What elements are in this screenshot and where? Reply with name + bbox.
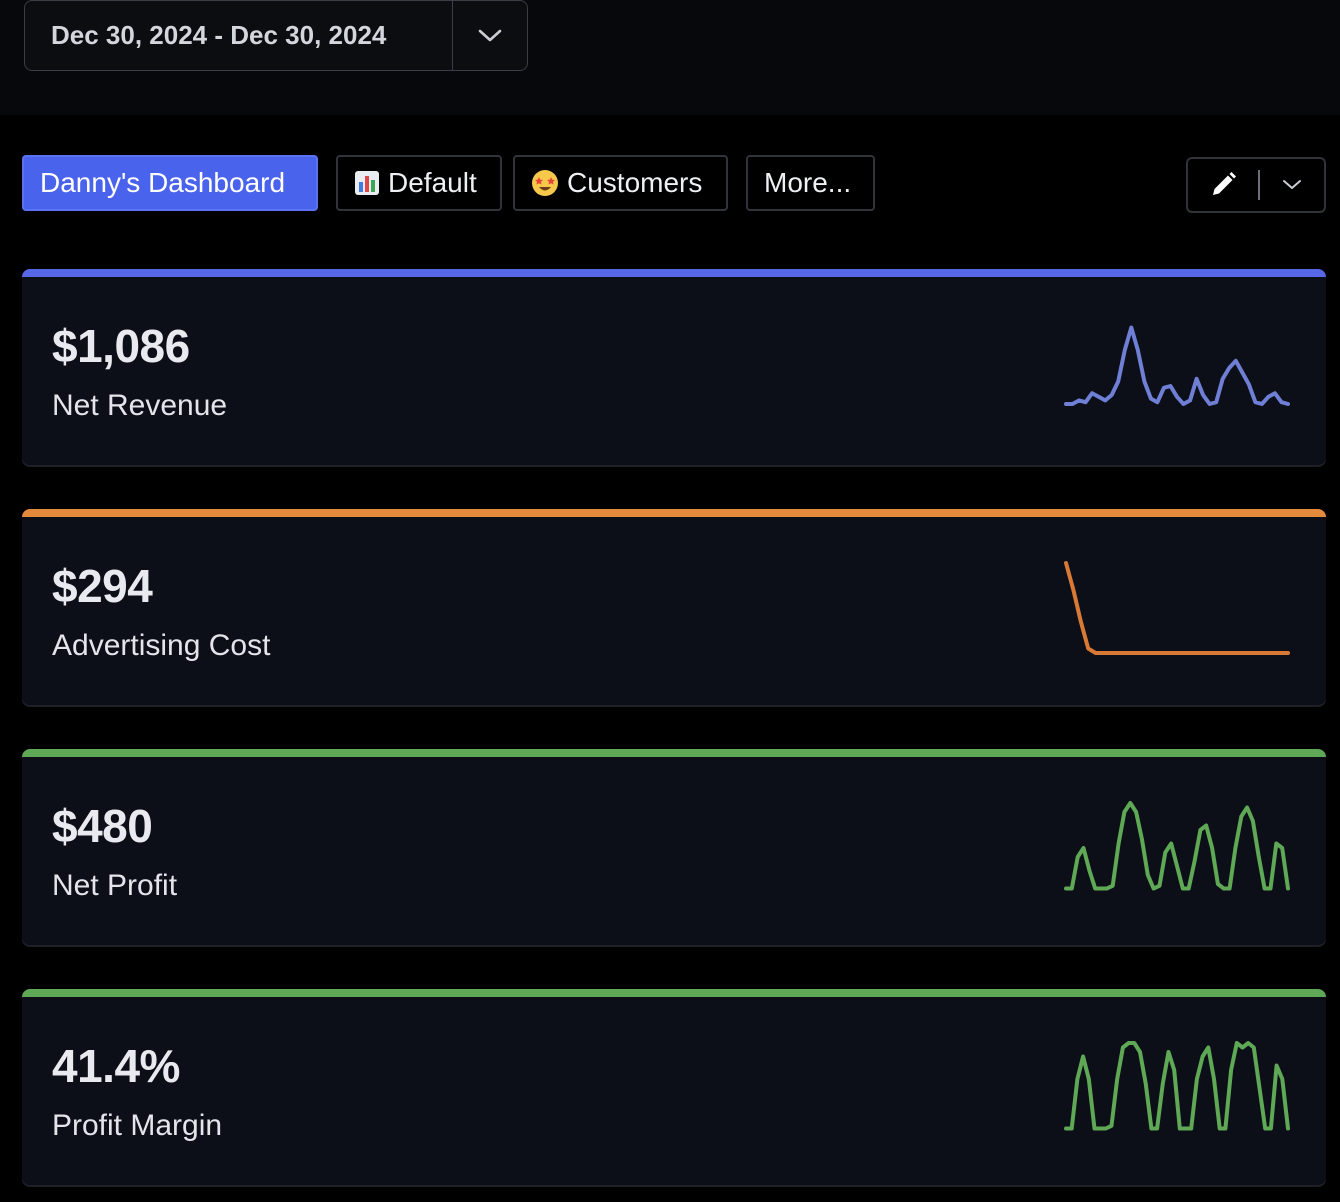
metric-card-net-profit[interactable]: $480 Net Profit (22, 749, 1326, 945)
net-revenue-sparkline (1064, 325, 1290, 406)
chevron-down-icon (1283, 180, 1301, 189)
pencil-icon (1213, 172, 1236, 195)
top-bar: Dec 30, 2024 - Dec 30, 2024 (0, 0, 1340, 115)
edit-menu-button[interactable] (1260, 159, 1324, 211)
date-range-text[interactable]: Dec 30, 2024 - Dec 30, 2024 (25, 1, 453, 70)
bar-chart-icon (354, 170, 380, 196)
metric-label: Net Profit (52, 869, 178, 902)
date-range-picker[interactable]: Dec 30, 2024 - Dec 30, 2024 (24, 0, 528, 71)
metric-value: $1,086 (52, 320, 190, 372)
metric-card-net-revenue[interactable]: $1,086 Net Revenue (22, 269, 1326, 465)
sparkline-path (1064, 325, 1290, 406)
metric-label: Advertising Cost (52, 629, 271, 662)
metric-card-advertising-cost[interactable]: $294 Advertising Cost (22, 509, 1326, 705)
date-range-toggle-button[interactable] (453, 1, 527, 70)
edit-dashboard-control (1186, 157, 1326, 213)
sparkline-path (1064, 1041, 1290, 1131)
metric-label: Net Revenue (52, 389, 228, 422)
tab-label: Customers (567, 167, 703, 198)
tab-label: Default (388, 167, 477, 198)
divider (1258, 170, 1260, 200)
star-struck-emoji-icon (531, 169, 559, 197)
tab-default[interactable]: Default (336, 155, 502, 211)
advertising-cost-sparkline (1064, 561, 1290, 655)
tab-more[interactable]: More... (746, 155, 875, 211)
profit-margin-sparkline (1064, 1041, 1290, 1131)
chevron-down-icon (478, 29, 502, 41)
tab-customers[interactable]: Customers (513, 155, 728, 211)
metric-value: $294 (52, 560, 153, 612)
metric-value: $480 (52, 800, 153, 852)
tab-label: Danny's Dashboard (40, 167, 286, 198)
metric-label: Profit Margin (52, 1109, 223, 1142)
tab-dannys-dashboard[interactable]: Danny's Dashboard (22, 155, 318, 211)
tab-label: More... (764, 167, 852, 198)
metric-value: 41.4% (52, 1040, 180, 1092)
edit-button[interactable] (1188, 159, 1258, 211)
net-profit-sparkline (1064, 801, 1290, 891)
sparkline-path (1064, 801, 1290, 891)
metric-card-profit-margin[interactable]: 41.4% Profit Margin (22, 989, 1326, 1185)
sparkline-path (1064, 561, 1290, 655)
